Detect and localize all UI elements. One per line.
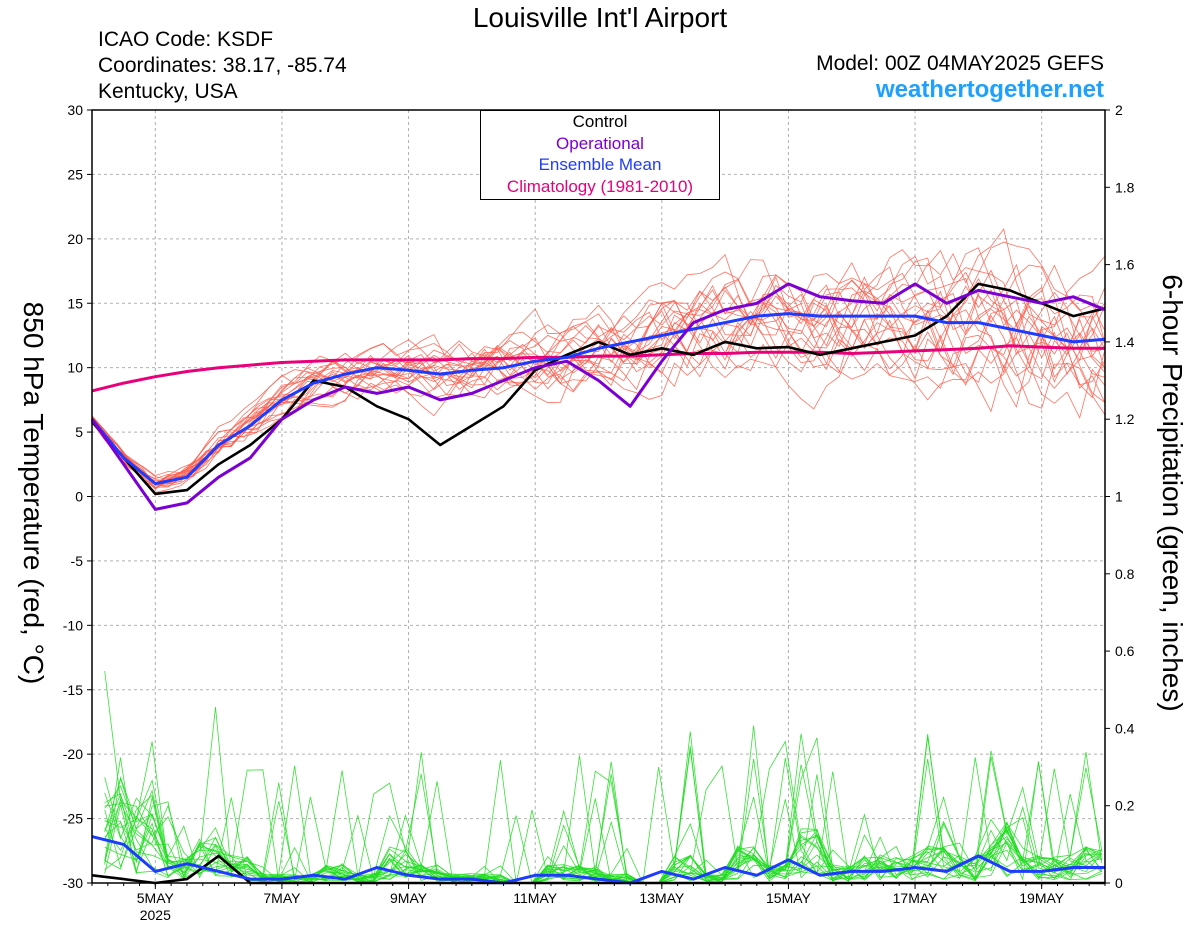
temp-member-line xyxy=(91,287,1106,487)
temp-member-line xyxy=(91,278,1106,480)
y-tick-label-right: 0.4 xyxy=(1115,720,1135,736)
y-tick-label-left: -20 xyxy=(63,746,83,762)
temp-member-line xyxy=(91,271,1106,487)
temp-member-line xyxy=(91,247,1106,493)
tick-labels: -30-25-20-15-10-50510152025305MAY20257MA… xyxy=(63,102,1135,923)
y-tick-label-right: 2 xyxy=(1115,102,1123,118)
y-tick-label-left: 0 xyxy=(75,489,83,505)
y-tick-label-left: -10 xyxy=(63,617,83,633)
y-tick-label-right: 0.8 xyxy=(1115,566,1135,582)
x-tick-label: 13MAY xyxy=(639,890,685,906)
y-axis-label-left: 850 hPa Temperature (red, °C) xyxy=(18,301,49,685)
y-tick-label-left: -30 xyxy=(63,875,83,891)
legend-climatology: Climatology (1981-2010) xyxy=(506,176,694,196)
y-tick-label-right: 0.2 xyxy=(1115,798,1135,814)
y-tick-label-left: 25 xyxy=(67,166,83,182)
x-tick-label: 9MAY xyxy=(390,890,428,906)
grid-lines xyxy=(92,110,1105,883)
y-tick-label-left: 15 xyxy=(67,295,83,311)
precip-member-line xyxy=(104,740,1102,884)
y-tick-label-left: -5 xyxy=(71,553,84,569)
x-tick-label: 11MAY xyxy=(513,890,557,906)
temp-member-line xyxy=(91,285,1106,482)
x-tick-sublabel: 2025 xyxy=(140,907,171,923)
y-tick-label-right: 1.4 xyxy=(1115,334,1135,350)
y-tick-label-left: 20 xyxy=(67,231,83,247)
y-tick-label-right: 0 xyxy=(1115,875,1123,891)
site-link[interactable]: weathertogether.net xyxy=(875,76,1104,103)
region: Kentucky, USA xyxy=(98,80,238,103)
temp-member-lines xyxy=(91,228,1106,493)
x-tick-label: 7MAY xyxy=(263,890,301,906)
x-tick-label: 15MAY xyxy=(766,890,812,906)
y-tick-label-right: 1.6 xyxy=(1115,257,1135,273)
precip-member-lines xyxy=(104,671,1103,884)
temp-member-line xyxy=(91,241,1106,477)
legend-operational: Operational xyxy=(556,133,644,153)
main-series-lines xyxy=(90,282,1106,885)
y-tick-label-left: 5 xyxy=(75,424,83,440)
legend: Control Operational Ensemble Mean Climat… xyxy=(480,110,720,200)
y-tick-label-right: 0.6 xyxy=(1115,643,1135,659)
x-tick-label: 19MAY xyxy=(1019,890,1065,906)
operational-line xyxy=(90,282,1106,511)
model-run: Model: 00Z 04MAY2025 GEFS xyxy=(816,52,1104,75)
legend-control: Control xyxy=(572,112,628,131)
control-line xyxy=(91,282,1106,496)
icao-code: ICAO Code: KSDF xyxy=(98,28,274,51)
y-tick-label-right: 1.8 xyxy=(1115,179,1135,195)
coordinates: Coordinates: 38.17, -85.74 xyxy=(98,54,347,77)
x-tick-label: 17MAY xyxy=(893,890,939,906)
y-tick-label-right: 1.2 xyxy=(1115,411,1135,427)
ensemble-mean-line xyxy=(90,312,1106,486)
temp-member-line xyxy=(91,259,1106,488)
y-tick-label-right: 1 xyxy=(1115,489,1123,505)
legend-ensemble-mean: Ensemble Mean xyxy=(538,155,662,174)
y-tick-label-left: 30 xyxy=(67,102,83,118)
ensemble-mean-precip-line xyxy=(91,835,1105,885)
y-axis-label-right: 6-hour Precipitation (green, inches) xyxy=(1157,274,1188,712)
x-tick-label: 5MAY xyxy=(137,890,175,906)
temp-member-line xyxy=(91,263,1106,484)
axes xyxy=(87,109,1110,889)
temp-member-line xyxy=(91,299,1106,485)
y-tick-label-left: -15 xyxy=(63,682,83,698)
y-tick-label-left: 10 xyxy=(67,360,83,376)
temp-member-line xyxy=(91,274,1106,489)
precip-member-line xyxy=(104,746,1103,884)
temp-member-line xyxy=(91,286,1106,485)
y-tick-label-left: -25 xyxy=(63,811,83,827)
climatology-line xyxy=(91,344,1105,393)
chart-title: Louisville Int'l Airport xyxy=(472,2,728,33)
